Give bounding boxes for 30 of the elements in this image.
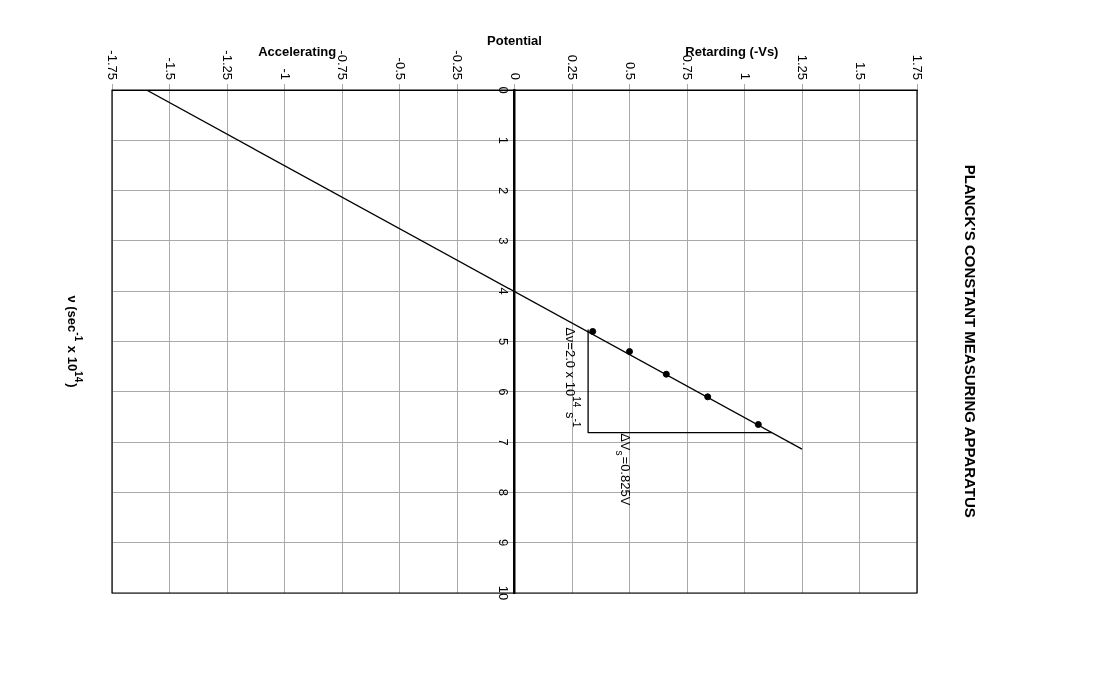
y-tick-label: 8 — [495, 488, 511, 497]
x-tick-label: 1 — [737, 72, 753, 80]
y-axis-title: ν (sec-1 x 1014) — [65, 295, 85, 388]
x-tick-label: 0.5 — [622, 61, 638, 81]
x-tick-label: 1.5 — [852, 61, 868, 81]
x-tick-label: -1.5 — [162, 57, 178, 81]
annotation: ΔVs=0.825V — [614, 433, 634, 506]
x-tick-label: -0.25 — [450, 50, 466, 81]
annotation: Δν=2.0 x 1014 s-1 — [563, 327, 583, 428]
y-tick-label: 4 — [495, 287, 511, 295]
x-tick-label: -1.25 — [220, 50, 236, 81]
y-tick-label: 7 — [495, 438, 511, 446]
x-tick-label: 1.75 — [910, 54, 926, 81]
y-tick-label: 2 — [495, 186, 511, 195]
x-tick-label: 1.25 — [795, 54, 811, 81]
text: Accelerating — [258, 43, 337, 59]
y-tick-label: 9 — [495, 539, 511, 547]
x-tick-label: -1 — [277, 68, 293, 80]
x-tick-label: -1.75 — [105, 50, 121, 81]
y-tick-label: 10 — [495, 585, 511, 601]
y-tick-label: 5 — [495, 337, 511, 346]
y-tick-label: 3 — [495, 237, 511, 245]
x-tick-label: 0 — [507, 72, 523, 80]
text: PLANCK'S CONSTANT MEASURING APPARATUS — [961, 164, 979, 518]
x-tick-label: 0.25 — [565, 54, 581, 81]
x-tick-label: -0.5 — [392, 57, 408, 81]
y-tick-label: 1 — [495, 136, 511, 144]
x-tick-label: -0.75 — [335, 50, 351, 81]
y-tick-label: 6 — [495, 388, 511, 396]
x-axis-title: Potential — [487, 33, 542, 49]
